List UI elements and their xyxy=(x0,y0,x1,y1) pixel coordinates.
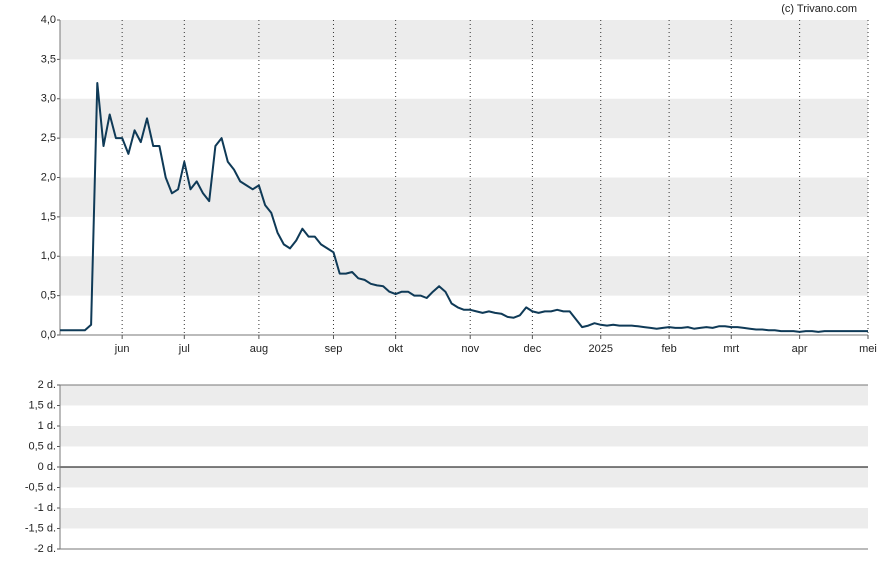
y-tick-label: -2 d. xyxy=(34,543,56,555)
y-tick-label: -1,5 d. xyxy=(25,522,56,534)
band xyxy=(60,426,868,447)
x-tick-label: jul xyxy=(178,343,190,355)
y-tick-label: 4,0 xyxy=(41,14,56,26)
y-tick-label: -0,5 d. xyxy=(25,481,56,493)
band xyxy=(60,98,868,139)
y-tick-label: 2,5 xyxy=(41,132,56,144)
x-tick-label: dec xyxy=(523,343,541,355)
x-tick-label: aug xyxy=(250,343,268,355)
x-tick-label: jun xyxy=(114,343,130,355)
x-tick-label: apr xyxy=(792,343,808,355)
y-tick-label: 0,5 d. xyxy=(28,440,56,452)
y-tick-label: 3,0 xyxy=(41,93,56,105)
band xyxy=(60,508,868,529)
band xyxy=(60,177,868,217)
price-line xyxy=(60,82,868,333)
x-tick-label: okt xyxy=(388,343,403,355)
y-tick-label: 1 d. xyxy=(38,420,56,432)
y-tick-label: 2,0 xyxy=(41,171,56,183)
band xyxy=(60,256,868,296)
y-tick-label: 1,0 xyxy=(41,250,56,262)
band xyxy=(60,385,868,406)
x-tick-label: nov xyxy=(461,343,479,355)
band xyxy=(60,467,868,488)
x-tick-label: sep xyxy=(325,343,343,355)
y-tick-label: 2 d. xyxy=(38,379,56,391)
x-tick-label: 2025 xyxy=(588,343,612,355)
y-tick-label: 1,5 d. xyxy=(28,399,56,411)
band xyxy=(60,20,868,60)
y-tick-label: -1 d. xyxy=(34,502,56,514)
y-tick-label: 3,5 xyxy=(41,53,56,65)
y-tick-label: 0 d. xyxy=(38,461,56,473)
x-tick-label: mrt xyxy=(723,343,739,355)
x-tick-label: mei xyxy=(859,343,877,355)
x-tick-label: feb xyxy=(661,343,676,355)
credit: (c) Trivano.com xyxy=(781,3,857,15)
y-tick-label: 1,5 xyxy=(41,211,56,223)
y-tick-label: 0,5 xyxy=(41,290,56,302)
y-tick-label: 0,0 xyxy=(41,329,56,341)
